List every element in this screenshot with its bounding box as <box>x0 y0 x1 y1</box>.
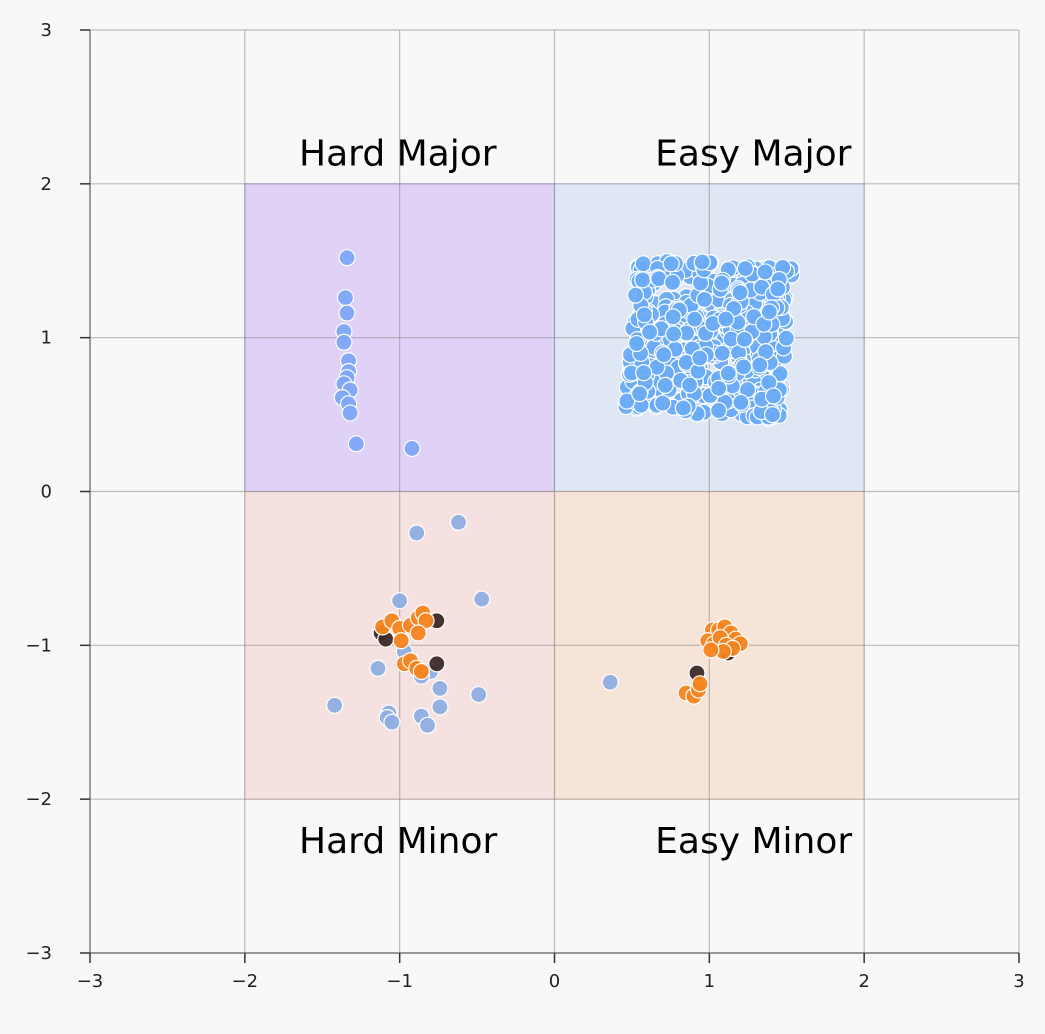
y-tick-label: −3 <box>25 943 52 964</box>
data-points <box>326 249 801 734</box>
data-point <box>403 439 421 458</box>
y-tick-label: 0 <box>41 482 52 503</box>
data-point <box>663 273 682 291</box>
data-point <box>736 260 754 278</box>
data-point <box>338 249 356 267</box>
data-point <box>654 394 672 412</box>
data-point <box>635 306 654 324</box>
data-point <box>635 364 653 382</box>
axes: −3 −2 −1 0 1 2 3 −3 −2 −1 0 1 2 3 <box>25 20 1024 992</box>
x-tick-label: −3 <box>77 971 104 992</box>
data-point <box>665 325 683 343</box>
y-tick-label: 2 <box>41 174 52 195</box>
data-point <box>369 659 387 678</box>
data-point <box>418 716 437 734</box>
data-point <box>412 662 430 681</box>
data-point <box>731 284 749 302</box>
data-point <box>695 290 714 309</box>
data-point <box>693 253 711 271</box>
data-point <box>764 387 783 405</box>
data-point <box>338 304 356 322</box>
x-tick-label: −1 <box>386 971 413 992</box>
data-point <box>417 612 435 630</box>
grid-lines <box>89 29 1020 954</box>
data-point <box>618 392 636 410</box>
data-point <box>769 280 787 298</box>
data-point <box>662 255 680 273</box>
data-point <box>713 274 731 292</box>
data-point <box>473 590 491 608</box>
data-point <box>383 713 401 731</box>
data-point <box>760 303 778 321</box>
data-point <box>735 358 753 376</box>
y-tick-label: −2 <box>25 789 52 810</box>
data-point <box>627 334 646 353</box>
data-point <box>751 356 769 374</box>
data-point <box>634 255 652 273</box>
data-point <box>336 289 355 307</box>
data-point <box>601 673 619 691</box>
x-tick-label: 3 <box>1013 971 1024 992</box>
data-point <box>428 655 446 673</box>
x-tick-label: 1 <box>704 971 715 992</box>
data-point <box>392 632 410 650</box>
data-point <box>777 329 795 347</box>
data-point <box>691 349 709 367</box>
data-point <box>735 330 754 348</box>
y-tick-label: 3 <box>41 20 52 41</box>
data-point <box>732 393 750 412</box>
data-point <box>391 592 409 610</box>
data-point <box>717 310 735 328</box>
data-point <box>335 333 353 351</box>
y-tick-label: 1 <box>41 328 52 349</box>
data-point <box>409 624 427 642</box>
quadrant-labels: Hard Major Easy Major Hard Minor Easy Minor <box>299 133 852 862</box>
data-point <box>347 435 365 453</box>
data-point <box>631 385 649 403</box>
data-point <box>431 679 449 698</box>
data-point <box>709 401 728 420</box>
data-point <box>756 263 774 281</box>
data-point <box>702 641 720 659</box>
quadrant-label: Hard Major <box>299 133 497 174</box>
y-tick-label: −1 <box>25 635 52 656</box>
data-point <box>710 379 728 397</box>
data-point <box>719 364 737 382</box>
x-tick-label: 0 <box>549 971 560 992</box>
data-point <box>326 696 344 714</box>
data-point <box>681 376 699 394</box>
data-point <box>656 376 674 394</box>
data-point <box>641 323 659 341</box>
data-point <box>691 675 709 693</box>
data-point <box>431 698 449 716</box>
data-point <box>408 524 426 542</box>
data-point <box>664 308 682 326</box>
quadrant-label: Easy Major <box>655 133 851 174</box>
data-point <box>763 406 782 424</box>
x-tick-label: −2 <box>232 971 259 992</box>
data-point <box>686 310 704 328</box>
data-point <box>674 399 692 417</box>
data-point <box>470 685 488 704</box>
x-tick-label: 2 <box>858 971 869 992</box>
data-point <box>449 513 468 531</box>
quadrant-label: Hard Minor <box>299 821 497 862</box>
data-point <box>655 346 673 364</box>
data-point <box>634 271 652 289</box>
data-point <box>341 404 359 422</box>
data-point <box>626 286 645 304</box>
quadrant-label: Easy Minor <box>655 821 852 862</box>
data-point <box>713 344 731 362</box>
